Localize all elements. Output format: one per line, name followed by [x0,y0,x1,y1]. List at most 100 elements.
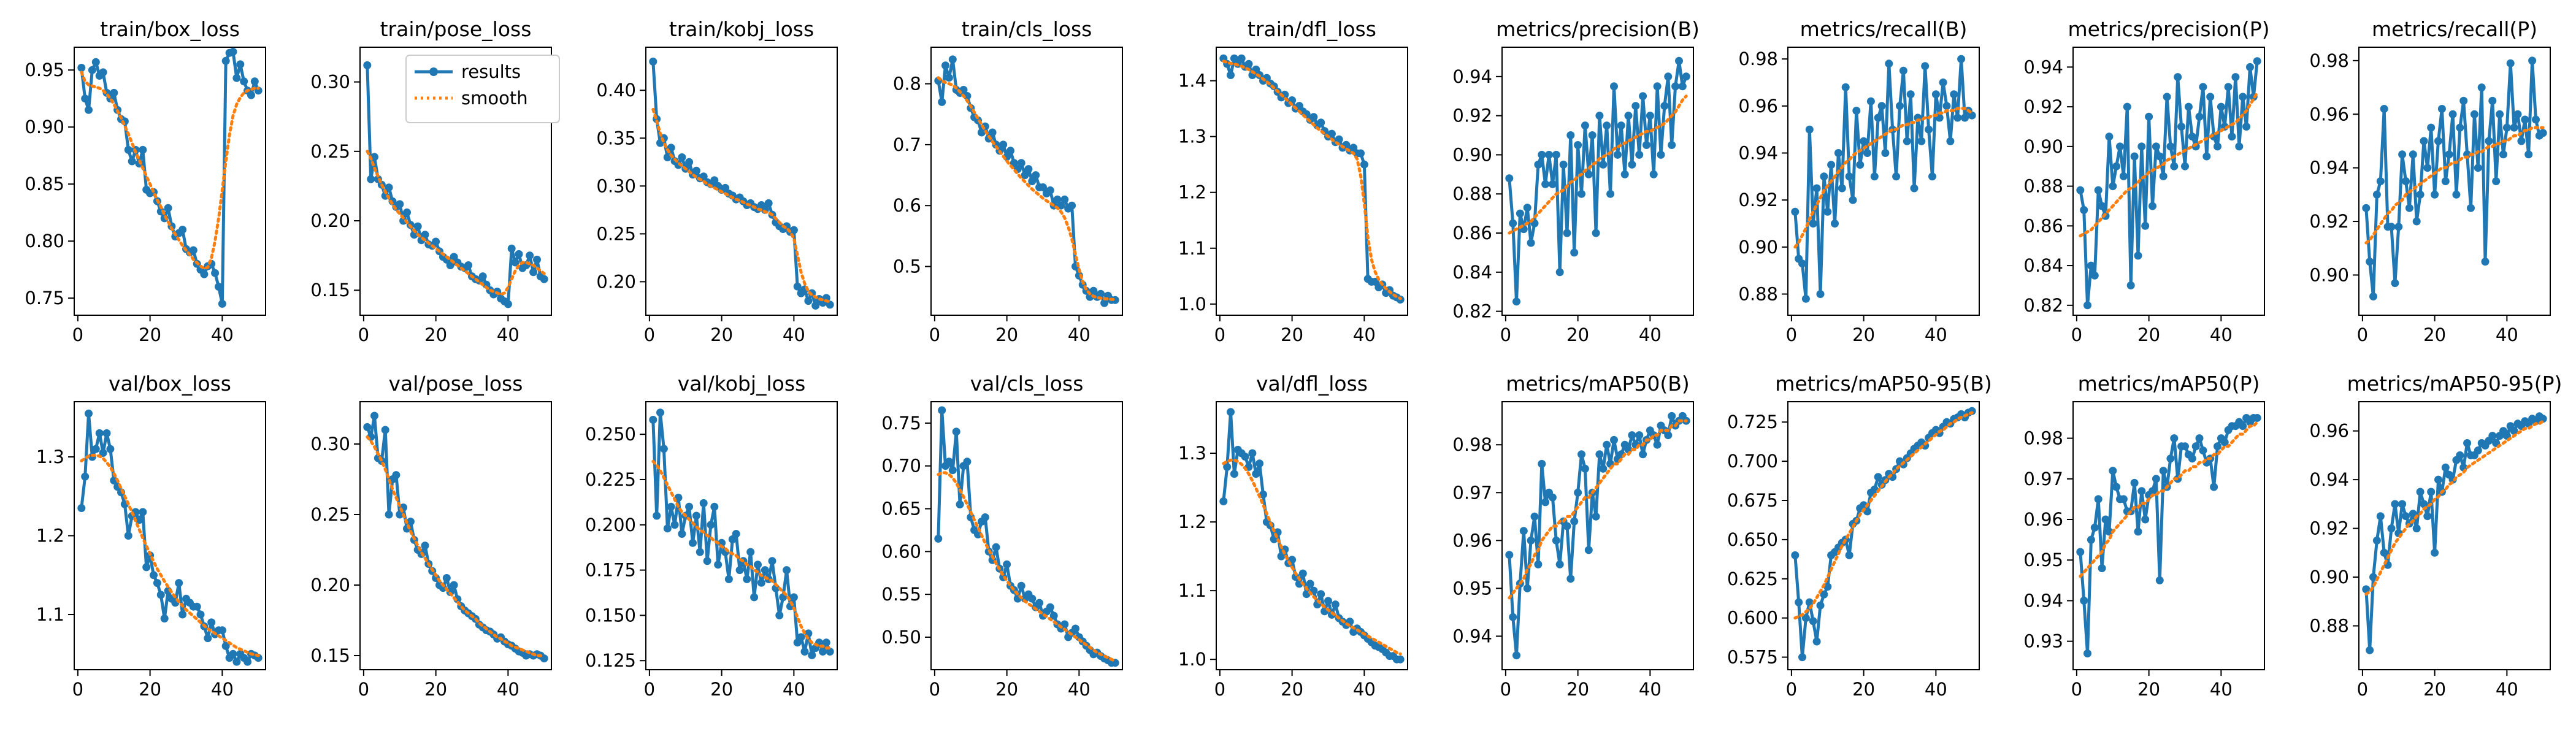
results-point [710,502,719,511]
chart-panel: val/box_loss 0 20 40 1.1 1.2 1.3 [36,372,266,700]
results-point [1541,180,1550,188]
results-point [124,145,132,154]
x-tick-label: 0 [1786,679,1797,700]
y-tick-label: 0.98 [2023,428,2063,449]
chart-panel: metrics/precision(B) 0 20 40 0.82 0.84 0.86 0.8… [1452,17,1700,345]
results-point [714,561,723,569]
results-line [1793,57,1974,301]
results-point [1791,551,1800,559]
results-point [2137,487,2146,496]
x-tick-label: 20 [2423,324,2446,345]
y-tick-label: 0.725 [1727,412,1778,432]
results-point [2098,564,2106,572]
x-tick-label: 20 [1566,679,1589,700]
results-point [2362,204,2371,212]
results-point [2195,434,2204,443]
results-point [1017,159,1025,167]
y-tick-label: 1.4 [1178,71,1206,91]
results-point [689,538,697,547]
results-point [1657,150,1665,159]
smooth-line [651,459,832,650]
results-point [2366,646,2374,654]
chart-panel: val/pose_loss 0 20 40 0.15 0.20 0.25 0.30 [310,372,552,700]
y-tick-label: 0.7 [893,134,921,155]
results-point [1798,259,1806,268]
results-point [1849,196,1857,204]
results-point [2188,454,2196,463]
results-point [1241,453,1249,461]
results-point [218,626,226,635]
results-point [432,237,440,246]
results-point [1599,464,1608,473]
chart-title: metrics/mAP50(P) [2078,372,2260,396]
results-point [826,648,834,656]
results-point [1870,172,1879,181]
results-point [421,231,429,239]
y-tick-label: 0.200 [585,515,636,535]
results-point [808,651,816,659]
results-point [128,157,136,166]
results-point [2513,110,2522,118]
results-point [2112,162,2121,170]
results-point [1298,569,1307,578]
results-point [2253,414,2261,422]
results-point [811,301,820,310]
results-point [732,530,740,538]
results-point [2398,150,2407,159]
results-point [1244,59,1253,68]
y-tick-label: 0.90 [2023,136,2063,157]
results-point [2206,93,2215,101]
results-point [724,575,733,583]
results-point [746,548,755,556]
results-point [139,145,147,154]
results-point [178,610,187,619]
results-point [710,176,719,185]
results-point [1089,286,1098,295]
results-point [77,64,86,72]
results-point [800,648,809,656]
results-point [2166,142,2175,151]
y-tick-label: 0.8 [893,74,921,94]
results-point [804,297,813,305]
results-point [1921,62,1930,71]
results-line [2364,59,2544,298]
results-point [1060,195,1069,204]
results-point [750,593,759,602]
y-tick-label: 1.2 [1178,182,1206,203]
results-point [2105,527,2114,536]
results-point [135,516,144,524]
results-point [1624,112,1633,120]
y-tick-label: 0.88 [2309,615,2349,636]
chart-title: metrics/recall(P) [2372,17,2537,41]
results-point [142,563,151,572]
results-point [385,510,393,519]
results-point [1552,150,1560,159]
results-point [1581,121,1589,130]
x-tick-label: 0 [644,324,655,345]
results-point [106,445,115,453]
results-point [2474,164,2482,172]
results-point [2149,202,2156,210]
plot-frame [1216,401,1408,670]
y-tick-label: 0.95 [25,59,64,80]
results-point [1639,450,1647,459]
plot-frame [2358,401,2551,670]
y-tick-label: 0.96 [1452,530,1492,551]
results-point [1795,598,1803,607]
results-point [656,408,664,417]
results-point [1309,113,1318,121]
results-point [1856,161,1865,169]
results-point [515,250,523,258]
results-point [1834,149,1842,157]
results-point [945,458,953,466]
results-point [2152,475,2160,483]
y-tick-label: 0.150 [585,605,636,626]
chart-panel: val/cls_loss 0 20 40 0.50 0.55 0.60 0.65 0.70 0.7… [881,372,1123,700]
results-point [2087,261,2095,270]
results-point [2485,137,2493,145]
y-tick-label: 0.85 [25,174,64,194]
results-point [392,471,401,480]
results-point [2141,221,2150,230]
results-point [504,300,512,308]
results-point [2459,96,2468,105]
